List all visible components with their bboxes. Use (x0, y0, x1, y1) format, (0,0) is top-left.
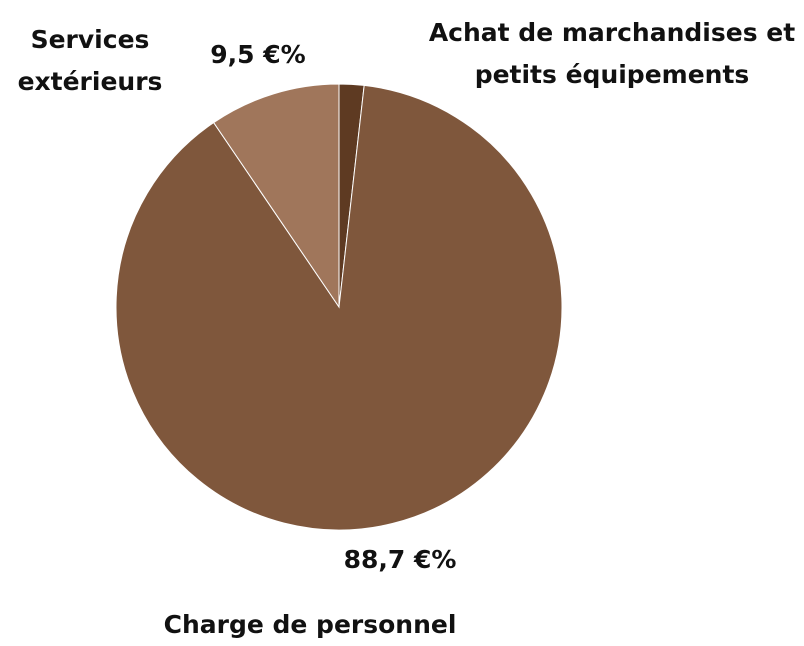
value-label: 9,5 €% (210, 40, 306, 69)
category-label: Achat de marchandises et petits équipeme… (428, 18, 796, 89)
value-label: 88,7 €% (343, 545, 457, 574)
pie-slice (212, 83, 340, 309)
category-label: Services extérieurs (17, 25, 163, 96)
category-label: Charge de personnel (163, 610, 457, 639)
